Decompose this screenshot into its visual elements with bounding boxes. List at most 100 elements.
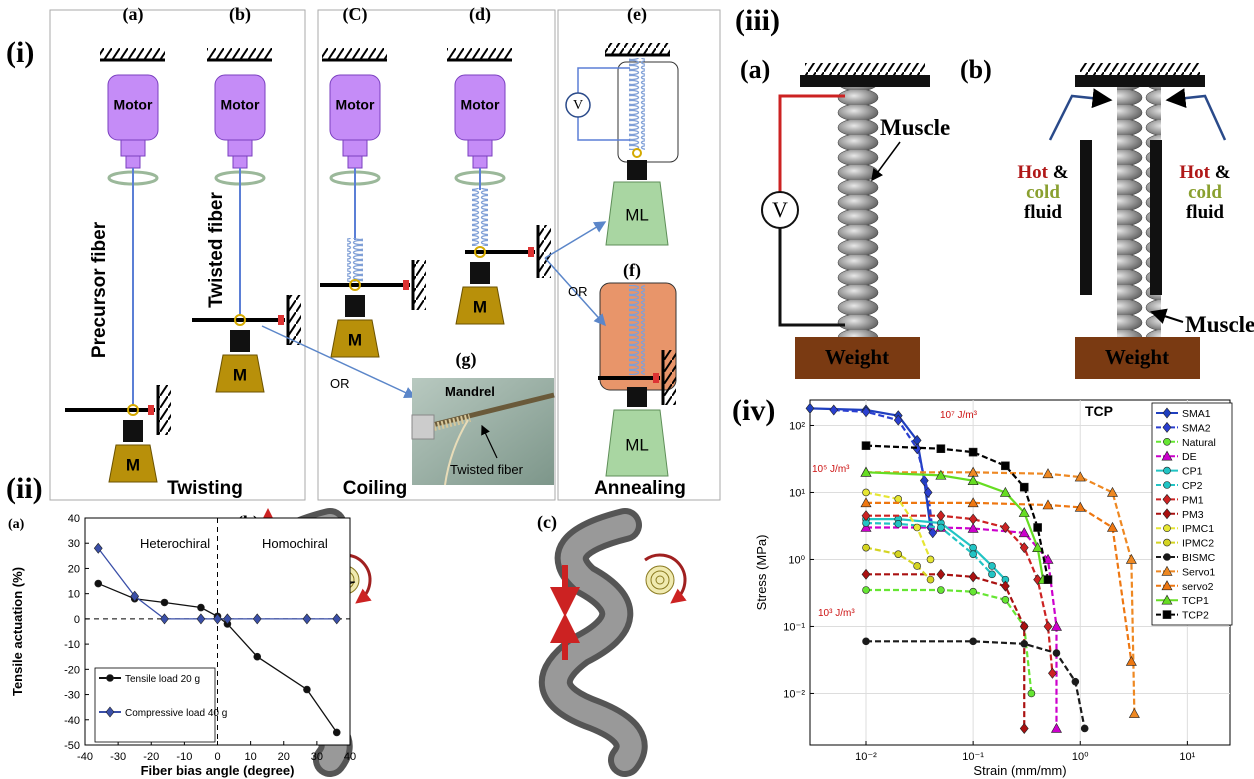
- panel-label: (iii): [735, 4, 780, 37]
- motor-d: Motor: [455, 75, 505, 184]
- marker: [1020, 483, 1028, 491]
- marker: [988, 562, 995, 569]
- x-tick-label: 10⁻²: [855, 751, 877, 763]
- ceiling: [800, 75, 930, 87]
- legend-label: DE: [1182, 451, 1197, 463]
- y-tick-label: -20: [64, 664, 80, 676]
- fluid-channel: [1080, 140, 1092, 295]
- marker: [937, 587, 944, 594]
- x-tick-label: 10⁻¹: [962, 751, 984, 763]
- legend-label: Servo1: [1182, 566, 1215, 578]
- marker: [937, 445, 945, 453]
- marker: [254, 653, 261, 660]
- legend-label: PM1: [1182, 494, 1204, 506]
- marker: [863, 638, 870, 645]
- shape: [126, 156, 140, 168]
- weight-label: Weight: [825, 345, 889, 369]
- stage-label: (e): [627, 4, 647, 25]
- shape: [627, 387, 647, 407]
- x-tick-label: -40: [77, 751, 93, 763]
- marker: [970, 638, 977, 645]
- x-tick-label: 10¹: [1179, 751, 1195, 763]
- legend-label: BISMC: [1182, 552, 1216, 564]
- shape: [539, 225, 551, 278]
- inset-label: Twisted fiber: [450, 462, 524, 477]
- weight-label: ML: [625, 205, 649, 224]
- shape: [123, 420, 143, 442]
- marker: [1081, 725, 1088, 732]
- shape: [207, 48, 272, 60]
- marker: [863, 489, 870, 496]
- shape: [528, 247, 534, 257]
- y-tick-label: -30: [64, 690, 80, 702]
- shape: [473, 156, 487, 168]
- weight-label: M: [126, 455, 140, 474]
- weight-label: M: [473, 297, 487, 316]
- ceiling: [100, 43, 670, 60]
- stage-label: (C): [343, 4, 368, 25]
- legend-label: IPMC2: [1182, 538, 1214, 550]
- legend-label: CP1: [1182, 466, 1203, 478]
- marker: [197, 604, 204, 611]
- legend-label: SMA1: [1182, 408, 1211, 420]
- coil: [472, 188, 488, 246]
- hot: Hot: [1017, 162, 1048, 183]
- marker: [862, 442, 870, 450]
- y-tick-label: -50: [64, 740, 80, 752]
- legend-label: PM3: [1182, 509, 1204, 521]
- weight-label: Weight: [1105, 345, 1169, 369]
- marker: [303, 686, 310, 693]
- marker: [1028, 690, 1035, 697]
- chart: -40-30-20-10010203040-50-40-30-20-100102…: [10, 513, 356, 778]
- x-tick-label: 10: [245, 751, 257, 763]
- spiral: [330, 555, 685, 600]
- subpanel-label: (a): [740, 55, 770, 84]
- y-tick-label: 10²: [789, 420, 805, 432]
- wire: [780, 228, 845, 325]
- legend-label: CP2: [1182, 480, 1203, 492]
- y-tick-label: 0: [74, 614, 80, 626]
- marker: [1072, 678, 1079, 685]
- x-axis-label: Fiber bias angle (degree): [141, 763, 295, 778]
- shape: [653, 373, 659, 383]
- weight-label: M: [233, 365, 247, 384]
- shape: [470, 262, 490, 284]
- shape: [228, 140, 252, 156]
- x-tick-label: 10⁰: [1072, 751, 1089, 763]
- shape: [447, 48, 512, 60]
- shape: [100, 48, 165, 60]
- meter-label: V: [573, 98, 583, 113]
- y-tick-label: -40: [64, 715, 80, 727]
- shape: [646, 566, 674, 594]
- ceiling: [1075, 75, 1205, 87]
- legend-marker: [1164, 554, 1171, 561]
- shape: [148, 405, 154, 415]
- shape: Hot &: [1179, 162, 1230, 183]
- legend-label: TCP1: [1182, 595, 1209, 607]
- annotation: TCP: [1085, 403, 1113, 419]
- marker: [1044, 576, 1052, 584]
- stage-e: V ML: [566, 58, 678, 245]
- shape: [629, 58, 645, 150]
- stage-f: ML: [598, 283, 676, 476]
- marker: [970, 544, 977, 551]
- cold: cold: [1188, 182, 1222, 203]
- shape: [412, 415, 434, 439]
- annotation: 10⁷ J/m³: [940, 410, 978, 421]
- marker: [95, 580, 102, 587]
- muscle-label: Muscle: [880, 115, 950, 140]
- inset-photo: Mandrel Twisted fiber (g): [412, 349, 554, 485]
- shape: [805, 63, 925, 75]
- y-tick-label: 20: [68, 563, 80, 575]
- y-tick-label: 10: [68, 589, 80, 601]
- y-tick-label: 10¹: [789, 487, 805, 499]
- arrow: [545, 222, 605, 258]
- marker: [895, 520, 902, 527]
- shape: [627, 160, 647, 180]
- x-axis-label: Strain (mm/mm): [973, 763, 1066, 778]
- meter-label: V: [772, 197, 788, 222]
- panel-i: (i) (a) (b) (C) (d) (e) (f) Motor Motor …: [6, 4, 720, 500]
- y-axis-label: Tensile actuation (%): [10, 567, 25, 696]
- muscle-coil: [836, 87, 880, 339]
- or-label: OR: [330, 376, 350, 391]
